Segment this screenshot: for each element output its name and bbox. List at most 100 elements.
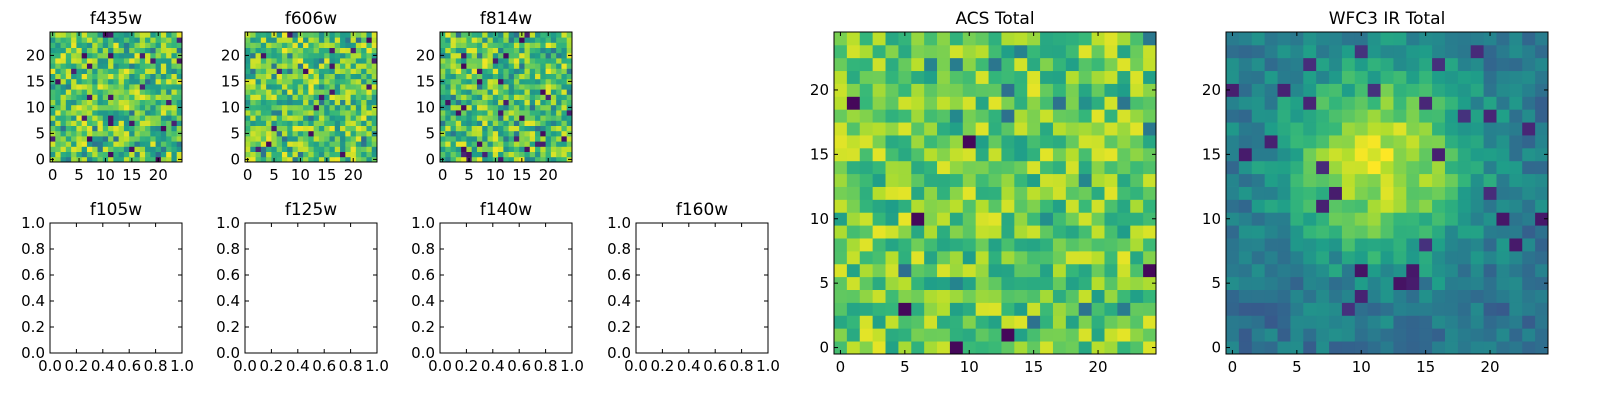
heatmap-cell — [1419, 250, 1433, 265]
heatmap-cell — [297, 94, 304, 100]
heatmap-cell — [1251, 263, 1266, 278]
heatmap-cell — [250, 42, 256, 48]
heatmap-cell — [281, 120, 288, 126]
heatmap-cell — [281, 52, 288, 59]
x-tick-label: 0.4 — [91, 357, 115, 375]
heatmap-cell — [988, 83, 1002, 97]
heatmap-cell — [371, 73, 378, 80]
heatmap-cell — [885, 173, 899, 187]
heatmap-cell — [503, 63, 510, 69]
heatmap-cell — [1143, 302, 1157, 316]
heatmap-cell — [1117, 225, 1131, 239]
x-tick-label: 1.0 — [756, 357, 780, 375]
heatmap-cell — [1290, 186, 1304, 200]
heatmap-cell — [1406, 315, 1420, 329]
heatmap-cell — [334, 99, 341, 106]
heatmap-cell — [297, 47, 304, 54]
heatmap-cell — [266, 58, 272, 64]
heatmap-cell — [924, 135, 938, 149]
heatmap-cell — [255, 151, 262, 158]
heatmap-cell — [108, 84, 114, 90]
heatmap-cell — [561, 63, 568, 69]
heatmap-cell — [371, 32, 378, 38]
heatmap-cell — [1027, 122, 1041, 136]
heatmap-cell — [1496, 186, 1510, 200]
heatmap-cell — [498, 141, 504, 147]
heatmap-cell — [1509, 225, 1523, 239]
heatmap-cell — [271, 120, 278, 126]
heatmap-cell — [524, 146, 531, 152]
heatmap-cell — [92, 68, 98, 74]
heatmap-cell — [566, 141, 573, 147]
heatmap-cell — [350, 94, 357, 100]
heatmap-cell — [1457, 263, 1472, 278]
heatmap-cell — [540, 68, 546, 74]
heatmap-cell — [1251, 225, 1266, 239]
heatmap-cell — [1535, 109, 1549, 123]
heatmap-cell — [50, 94, 56, 100]
heatmap-cell — [1130, 315, 1144, 329]
heatmap-cell — [487, 94, 494, 100]
heatmap-cell — [65, 73, 72, 80]
heatmap-cell — [81, 120, 88, 126]
heatmap-cell — [65, 141, 72, 147]
heatmap-cell — [471, 136, 478, 142]
heatmap-cell — [1509, 83, 1523, 97]
y-tick-label: 15 — [1202, 145, 1221, 163]
heatmap-cell — [566, 151, 573, 158]
heatmap-cell — [345, 136, 351, 142]
heatmap-cell — [287, 141, 293, 147]
heatmap-cell — [1264, 341, 1278, 355]
heatmap-cell — [455, 42, 462, 48]
heatmap-cell — [529, 151, 536, 158]
heatmap-cell — [561, 115, 568, 121]
heatmap-cell — [872, 328, 886, 342]
heatmap-cell — [276, 125, 283, 132]
heatmap-cell — [834, 44, 848, 59]
heatmap-cell — [450, 99, 457, 106]
heatmap-cell — [102, 151, 109, 158]
heatmap-cell — [988, 263, 1002, 278]
heatmap-cell — [1393, 70, 1407, 84]
heatmap-cell — [329, 104, 336, 111]
heatmap-cell — [166, 78, 172, 85]
heatmap-cell — [145, 42, 151, 48]
heatmap-cell — [529, 73, 536, 80]
heatmap-cell — [1143, 109, 1157, 123]
heatmap-cell — [1117, 289, 1131, 303]
heatmap-cell — [71, 110, 77, 116]
heatmap-cell — [529, 99, 536, 106]
heatmap-cell — [492, 42, 499, 48]
heatmap-cell — [271, 73, 278, 80]
heatmap-cell — [846, 225, 861, 239]
heatmap-cell — [355, 42, 362, 48]
heatmap-cell — [1329, 315, 1343, 329]
heatmap-cell — [118, 63, 125, 69]
heatmap-cell — [350, 115, 357, 121]
heatmap-cell — [1014, 263, 1028, 278]
heatmap-cell — [450, 32, 457, 38]
heatmap-cell — [1027, 186, 1041, 200]
heatmap-cell — [455, 89, 462, 95]
heatmap-cell — [529, 42, 536, 48]
heatmap-cell — [1065, 238, 1080, 252]
heatmap-cell — [1354, 44, 1369, 59]
heatmap-cell — [60, 130, 67, 137]
heatmap-cell — [834, 135, 848, 149]
heatmap-cell — [482, 78, 488, 85]
heatmap-cell — [561, 58, 568, 64]
heatmap-cell — [834, 96, 848, 110]
heatmap-cell — [340, 84, 346, 90]
heatmap-cell — [1470, 173, 1484, 187]
heatmap-cell — [898, 341, 912, 355]
heatmap-cell — [1104, 122, 1118, 136]
heatmap-cell — [1367, 186, 1381, 200]
heatmap-cell — [139, 73, 146, 80]
heatmap-cell — [1303, 70, 1317, 84]
heatmap-cell — [1027, 238, 1041, 252]
heatmap-cell — [1290, 32, 1304, 46]
heatmap-cell — [1091, 328, 1105, 342]
heatmap-cell — [461, 73, 467, 80]
heatmap-cell — [524, 130, 531, 137]
